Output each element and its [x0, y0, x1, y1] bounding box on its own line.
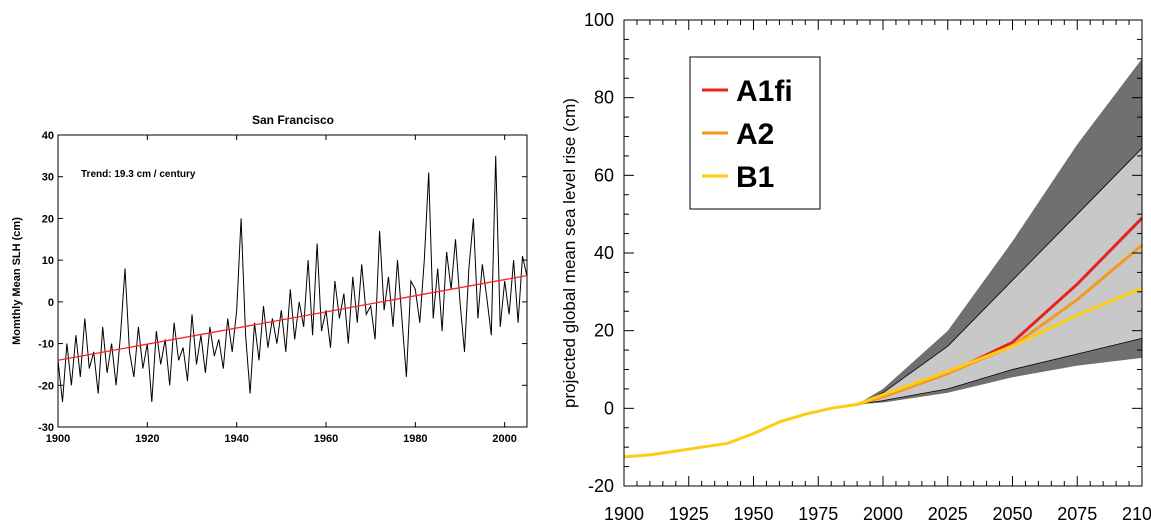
y-tick-label: 20 — [42, 213, 54, 225]
x-tick-label: 1980 — [403, 433, 427, 445]
y-tick-label: 60 — [594, 165, 614, 185]
x-tick-label: 1975 — [798, 504, 838, 524]
trend-line — [57, 274, 528, 361]
series-line-b1 — [856, 286, 1143, 406]
y-tick-label: -20 — [38, 380, 54, 392]
y-tick-label: -30 — [38, 422, 54, 434]
x-tick-label: 1900 — [46, 433, 70, 445]
san-francisco-chart: San Francisco 1900 1920 1940 1960 1980 2000 -3… — [11, 113, 528, 445]
x-tick-label: 2075 — [1057, 504, 1097, 524]
y-tick-label: -10 — [38, 339, 54, 351]
y-tick-label: 80 — [594, 88, 614, 108]
monthly-sea-level-series — [57, 155, 528, 403]
x-tick-label: 1940 — [224, 433, 248, 445]
chart-title: San Francisco — [252, 113, 334, 127]
plot-frame — [57, 134, 528, 428]
y-axis-label: Momthly Mean SLH (cm) — [11, 217, 23, 345]
y-tick-label: 30 — [42, 172, 54, 184]
y-axis-label: projected global mean sea level rise (cm… — [560, 98, 579, 408]
legend-label-a1fi: A1fi — [736, 75, 793, 108]
x-tick-label: 1960 — [314, 433, 338, 445]
x-tick-label: 2050 — [992, 504, 1032, 524]
inner-uncertainty-band — [857, 148, 1142, 405]
y-tick-label: 100 — [584, 10, 614, 30]
trend-annotation: Trend: 19.3 cm / century — [81, 169, 196, 180]
sea-level-projection-chart: 1900 1925 1950 1975 2000 2025 2050 2075 2100 -20 0… — [560, 10, 1151, 524]
legend: A1fi A2 B1 — [689, 56, 821, 210]
x-tick-label: 1900 — [604, 504, 644, 524]
x-tick-label: 1950 — [733, 504, 773, 524]
y-tick-label: 20 — [594, 321, 614, 341]
y-tick-label: 0 — [604, 398, 614, 418]
x-tick-label: 1925 — [669, 504, 709, 524]
legend-label-b1: B1 — [736, 161, 774, 194]
y-tick-label: 10 — [42, 255, 54, 267]
legend-label-a2: A2 — [736, 118, 774, 151]
y-tick-label: -20 — [588, 476, 614, 496]
x-tick-label: 2000 — [492, 433, 516, 445]
x-tick-label: 1920 — [135, 433, 159, 445]
x-tick-label: 2100 — [1122, 504, 1151, 524]
y-tick-label: 0 — [48, 297, 54, 309]
x-tick-label: 2025 — [928, 504, 968, 524]
historical-line — [623, 402, 858, 459]
x-tick-label: 2000 — [863, 504, 903, 524]
y-tick-label: 40 — [594, 243, 614, 263]
y-tick-label: 40 — [42, 130, 54, 142]
inner-band-lower-edge — [857, 338, 1143, 405]
